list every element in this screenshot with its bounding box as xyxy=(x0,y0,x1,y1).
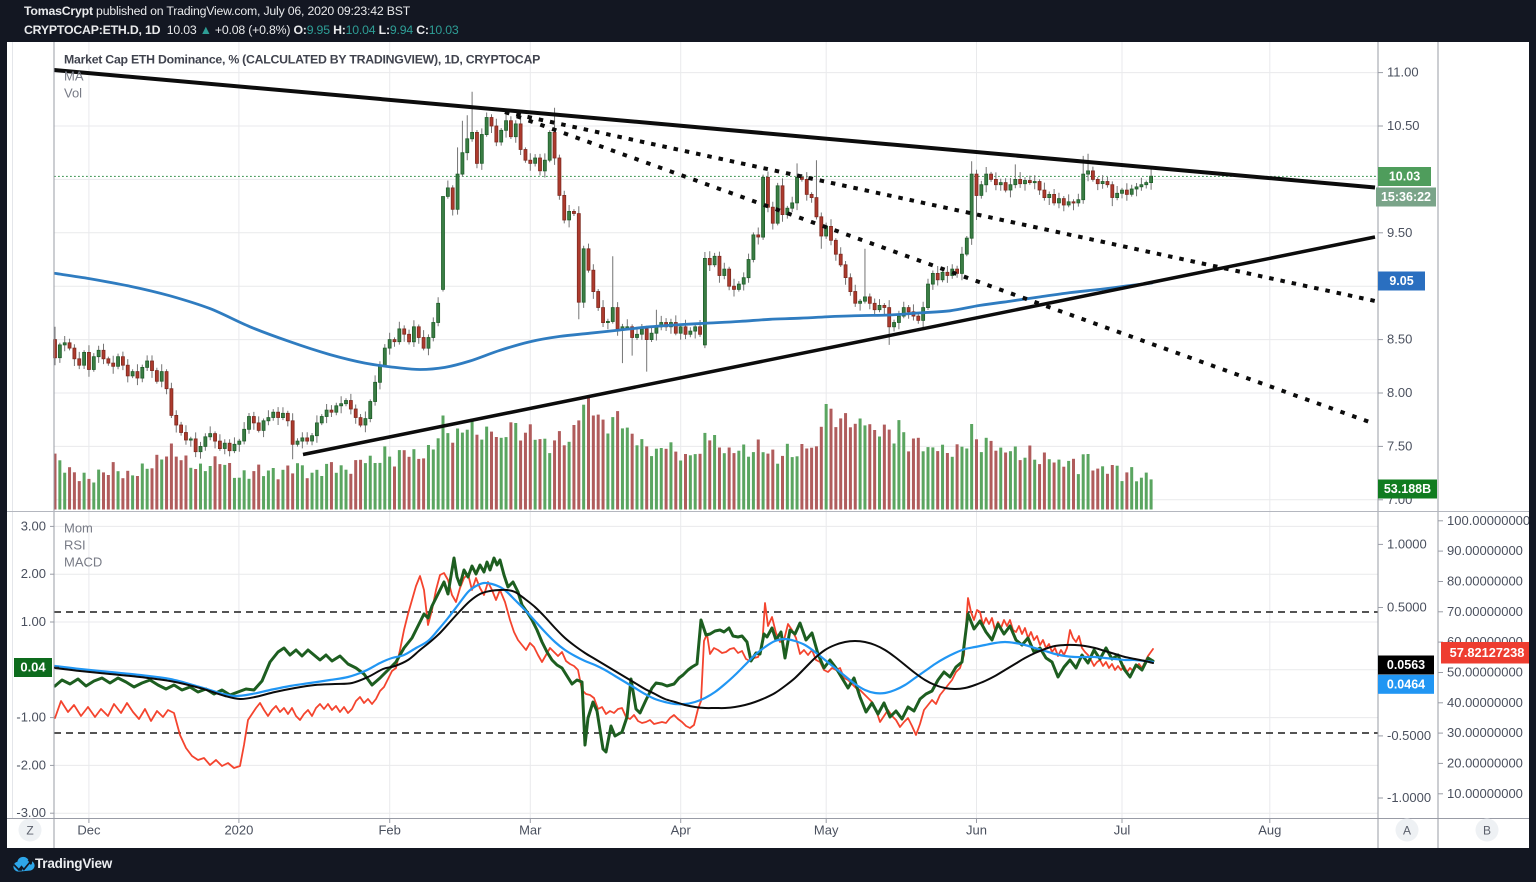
svg-text:8.00: 8.00 xyxy=(1387,385,1412,400)
svg-text:Apr: Apr xyxy=(671,823,692,838)
svg-text:1.0000: 1.0000 xyxy=(1387,536,1427,551)
svg-text:B: B xyxy=(1483,824,1491,838)
svg-text:-1.00: -1.00 xyxy=(16,710,46,725)
svg-text:100.00000000: 100.00000000 xyxy=(1447,513,1530,528)
svg-text:70.00000000: 70.00000000 xyxy=(1447,604,1523,619)
svg-text:-2.00: -2.00 xyxy=(16,757,46,772)
svg-text:0.04: 0.04 xyxy=(20,660,46,675)
svg-text:A: A xyxy=(1403,824,1411,838)
svg-text:Jul: Jul xyxy=(1114,823,1131,838)
svg-text:10.03: 10.03 xyxy=(1389,170,1420,184)
svg-text:Aug: Aug xyxy=(1258,823,1281,838)
svg-text:-3.00: -3.00 xyxy=(16,805,46,820)
svg-text:Feb: Feb xyxy=(378,823,400,838)
svg-text:-0.5000: -0.5000 xyxy=(1387,728,1431,743)
svg-text:0.5000: 0.5000 xyxy=(1387,600,1427,615)
svg-text:57.82127238: 57.82127238 xyxy=(1450,645,1525,660)
svg-text:Market Cap ETH Dominance, % (C: Market Cap ETH Dominance, % (CALCULATED … xyxy=(64,53,540,67)
svg-text:30.00000000: 30.00000000 xyxy=(1447,725,1523,740)
svg-text:2.00: 2.00 xyxy=(21,566,46,581)
svg-text:3.00: 3.00 xyxy=(21,518,46,533)
svg-text:Jun: Jun xyxy=(966,823,987,838)
svg-text:10.50: 10.50 xyxy=(1387,118,1420,133)
svg-text:0.0464: 0.0464 xyxy=(1387,677,1425,691)
svg-text:Mar: Mar xyxy=(519,823,542,838)
svg-text:May: May xyxy=(814,823,839,838)
svg-text:9.50: 9.50 xyxy=(1387,225,1412,240)
svg-text:20.00000000: 20.00000000 xyxy=(1447,755,1523,770)
svg-text:40.00000000: 40.00000000 xyxy=(1447,695,1523,710)
svg-text:MA: MA xyxy=(64,69,84,84)
svg-text:0.0563: 0.0563 xyxy=(1387,658,1425,672)
svg-text:MACD: MACD xyxy=(64,555,102,570)
svg-text:15:36:22: 15:36:22 xyxy=(1381,190,1431,204)
svg-text:Dec: Dec xyxy=(77,823,101,838)
svg-text:1.00: 1.00 xyxy=(21,614,46,629)
svg-text:-1.0000: -1.0000 xyxy=(1387,790,1431,805)
svg-text:10.00000000: 10.00000000 xyxy=(1447,786,1523,801)
svg-text:Z: Z xyxy=(26,824,33,838)
svg-text:RSI: RSI xyxy=(64,538,86,553)
svg-text:9.05: 9.05 xyxy=(1389,274,1413,288)
svg-text:90.00000000: 90.00000000 xyxy=(1447,543,1523,558)
svg-text:Vol: Vol xyxy=(64,86,82,101)
svg-text:11.00: 11.00 xyxy=(1387,65,1419,80)
svg-text:2020: 2020 xyxy=(224,823,253,838)
svg-text:Mom: Mom xyxy=(64,521,93,536)
svg-text:8.50: 8.50 xyxy=(1387,332,1412,347)
svg-text:53.188B: 53.188B xyxy=(1384,482,1431,496)
svg-text:80.00000000: 80.00000000 xyxy=(1447,573,1523,588)
svg-text:7.50: 7.50 xyxy=(1387,438,1412,453)
svg-text:50.00000000: 50.00000000 xyxy=(1447,664,1523,679)
